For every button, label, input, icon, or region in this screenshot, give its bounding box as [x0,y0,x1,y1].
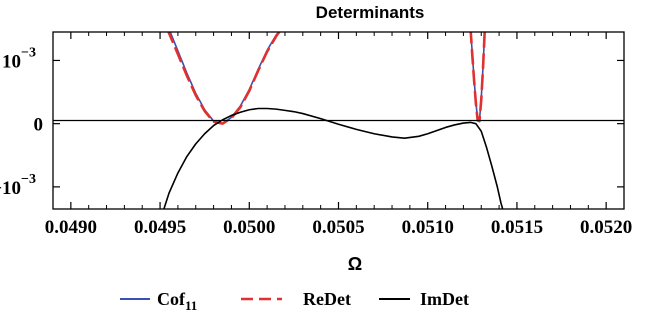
y-tick-label-base: 10 [2,51,21,72]
x-axis-ticks: 0.0490 0.0495 0.0500 0.0505 0.0510 0.0515 0.05… [45,32,632,238]
y-tick-label: 10−3 [2,45,36,72]
legend-label-imdet: ImDet [420,289,469,309]
x-tick-label: 0.0500 [223,217,275,238]
legend-item-redet: ReDet [241,289,351,309]
x-axis-label: Ω [348,254,362,274]
y-axis-ticks: 10−30−10−3 [0,45,624,199]
y-tick-label: −10−3 [0,172,36,199]
legend: Cof11 ReDet ImDet [120,289,469,313]
x-tick-label: 0.0505 [312,217,364,238]
y-tick-label: 0 [34,115,44,136]
chart-title: Determinants [316,3,425,22]
y-tick-label-base: 0 [34,115,44,136]
y-tick-label-base: −10 [0,178,21,199]
x-tick-label: 0.0495 [134,217,186,238]
x-tick-label: 0.0510 [402,217,454,238]
y-tick-label-exponent: −3 [21,172,36,187]
y-tick-label-exponent: −3 [21,45,36,60]
series-line-redet [167,32,486,125]
legend-item-cof11: Cof11 [120,289,197,313]
legend-label-redet: ReDet [303,289,351,309]
legend-label-cof11: Cof11 [157,289,197,313]
series-line-cof [169,32,486,125]
x-tick-label: 0.0490 [45,217,97,238]
legend-item-imdet: ImDet [379,289,469,309]
legend-label-cof11-base: Cof [157,289,186,309]
legend-label-cof11-subscript: 11 [185,298,197,313]
series-layer [163,32,504,209]
x-tick-label: 0.0520 [580,217,632,238]
series-line-imdet [163,107,504,209]
x-tick-label: 0.0515 [491,217,543,238]
